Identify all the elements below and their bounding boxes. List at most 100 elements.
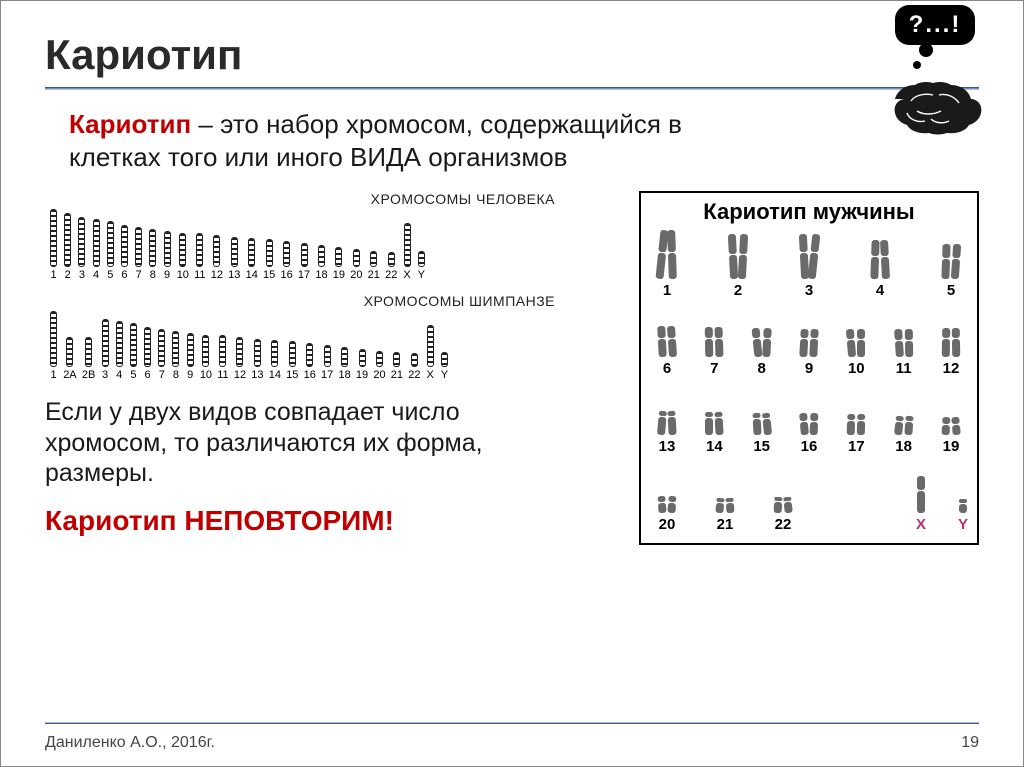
karyotype-label: 4 [876, 282, 884, 299]
ideogram-label: 16 [280, 269, 292, 281]
ideogram-chromosome: 2B [82, 337, 95, 381]
ideogram-chromosome: 5 [106, 221, 115, 281]
karyotype-pair: 18 [888, 387, 920, 455]
ideogram-chromosome: 11 [217, 335, 228, 381]
ideogram-label: 2A [63, 369, 76, 381]
karyotype-label: 6 [663, 360, 671, 377]
karyotype-row: 13141516171819 [651, 387, 967, 455]
ideogram-label: 17 [298, 269, 310, 281]
ideogram-chromosome: 22 [385, 252, 397, 281]
ideogram-label: 19 [356, 369, 368, 381]
thought-bubble-text: ?...! [909, 11, 962, 38]
ideogram-chromosome: 4 [92, 219, 101, 281]
karyotype-pair: 8 [746, 309, 778, 377]
comparison-text: Если у двух видов совпадает число хромос… [45, 397, 555, 489]
karyotype-label: 7 [710, 360, 718, 377]
ideogram-chromosome: 7 [134, 227, 143, 281]
ideogram-label: 9 [187, 369, 193, 381]
ideogram-chromosome: 2 [63, 213, 72, 281]
ideogram-chromosome: Y [417, 251, 426, 281]
ideogram-caption-chimp: ХРОМОСОМЫ ШИМПАНЗЕ [45, 293, 615, 309]
karyotype-pair: 19 [935, 387, 967, 455]
footer-page: 19 [961, 734, 979, 752]
karyotype-label: 1 [663, 282, 671, 299]
karyotype-label: 22 [775, 516, 792, 533]
karyotype-pair: 7 [698, 309, 730, 377]
karyotype-row: 6789101112 [651, 309, 967, 377]
ideogram-label: 16 [304, 369, 316, 381]
ideogram-chromosome: Y [440, 352, 449, 381]
ideogram-chromosome: 4 [115, 321, 124, 381]
karyotype-label: 15 [753, 438, 770, 455]
ideogram-label: 7 [136, 269, 142, 281]
karyotype-label: 20 [659, 516, 676, 533]
ideogram-chromosome: 21 [391, 352, 403, 381]
ideogram-label: 18 [315, 269, 327, 281]
ideogram-chromosome: 5 [129, 323, 138, 381]
footer: Даниленко А.О., 2016г. 19 [45, 734, 979, 752]
karyotype-pair: 3 [793, 231, 825, 299]
male-karyotype-title: Кариотип мужчины [651, 199, 967, 231]
ideogram-label: 22 [408, 369, 420, 381]
ideogram-chromosome: 18 [315, 245, 327, 281]
ideogram-chromosome: 9 [186, 333, 195, 381]
ideogram-chromosome: 14 [269, 340, 281, 381]
karyotype-pair: 9 [793, 309, 825, 377]
ideogram-chromosome: 1 [49, 209, 58, 281]
karyotype-pair: 12 [935, 309, 967, 377]
karyotype-pair: 5 [935, 231, 967, 299]
ideogram-label: 6 [121, 269, 127, 281]
ideogram-label: 14 [246, 269, 258, 281]
ideogram-chromosome: 19 [333, 247, 345, 281]
ideogram-label: 3 [102, 369, 108, 381]
ideogram-label: 1 [50, 269, 56, 281]
ideogram-label: Y [441, 369, 448, 381]
karyotype-pair: 10 [840, 309, 872, 377]
ideogram-label: 5 [130, 369, 136, 381]
ideogram-label: 4 [116, 369, 122, 381]
ideogram-label: 20 [350, 269, 362, 281]
ideogram-chromosome: 6 [143, 327, 152, 381]
ideogram-chromosome: 12 [211, 235, 223, 281]
ideogram-chromosome: 22 [408, 353, 420, 381]
ideogram-chromosome: 13 [251, 339, 263, 381]
ideogram-chromosome: 15 [286, 341, 298, 381]
ideogram-chromosome: X [426, 325, 435, 381]
karyotype-label: 5 [947, 282, 955, 299]
footer-rule [45, 722, 979, 724]
ideogram-label: 5 [107, 269, 113, 281]
male-karyotype-box: Кариотип мужчины 12345678910111213141516… [639, 191, 979, 545]
ideogram-chromosome: 8 [148, 229, 157, 281]
karyotype-label: 16 [801, 438, 818, 455]
ideogram-label: 21 [391, 369, 403, 381]
ideogram-label: 9 [164, 269, 170, 281]
ideogram-label: 19 [333, 269, 345, 281]
karyotype-pair: 1 [651, 231, 683, 299]
definition-text-2: организмов [421, 142, 567, 172]
ideogram-label: 11 [217, 369, 228, 381]
ideogram-chromosome: 8 [171, 331, 180, 381]
ideogram-label: 10 [177, 269, 189, 281]
ideogram-chromosome: X [403, 223, 412, 281]
ideogram-label: 22 [385, 269, 397, 281]
ideogram-label: 12 [211, 269, 223, 281]
ideogram-label: X [403, 269, 410, 281]
ideogram-label: 6 [145, 369, 151, 381]
ideogram-chromosome: 17 [321, 345, 333, 381]
definition-term: Кариотип [69, 109, 191, 139]
karyotype-label: 2 [734, 282, 742, 299]
ideogram-chromosome: 7 [157, 329, 166, 381]
ideogram-label: 8 [150, 269, 156, 281]
karyotype-pair-sex: Y [947, 465, 979, 533]
ideogram-label: 10 [200, 369, 212, 381]
ideogram-label: 3 [79, 269, 85, 281]
karyotype-label: 13 [659, 438, 676, 455]
karyotype-label: 14 [706, 438, 723, 455]
ideogram-label: 21 [368, 269, 380, 281]
karyotype-pair: 15 [746, 387, 778, 455]
karyotype-pair: 6 [651, 309, 683, 377]
ideogram-chromosome: 18 [338, 347, 350, 381]
karyotype-pair: 13 [651, 387, 683, 455]
karyotype-pair: 2 [722, 231, 754, 299]
karyotype-label: 9 [805, 360, 813, 377]
